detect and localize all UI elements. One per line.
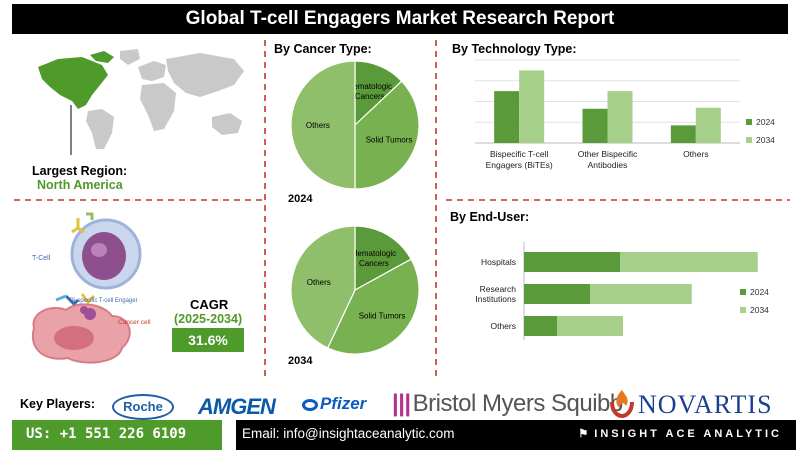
- legend-swatch-2024: [746, 119, 752, 125]
- tcell-label: T-Cell: [32, 255, 51, 262]
- cagr-value: 31.6%: [172, 328, 244, 352]
- footer-phone: US: +1 551 226 6109: [12, 420, 222, 450]
- north-america-shape: [38, 57, 108, 109]
- tech-bar-2024-2: [670, 125, 696, 143]
- tcell-shape: [70, 212, 142, 290]
- footer-brand: ⚑ INSIGHT ACE ANALYTIC: [578, 428, 782, 440]
- pie-chart-2034: Hematologic Cancers Solid Tumors Others: [290, 225, 420, 355]
- pie-label-solid-tumors: Solid Tumors: [359, 311, 406, 320]
- novartis-logo: NOVARTIS: [638, 390, 773, 419]
- cagr-title: CAGR: [190, 297, 229, 312]
- legend-label-2024: 2024: [756, 117, 775, 127]
- roche-logo: Roche: [112, 394, 174, 420]
- key-players-label: Key Players:: [20, 397, 96, 411]
- tech-bar-2034-1: [607, 91, 633, 143]
- engager-label: Bi-specific T-cell Engager: [70, 298, 138, 304]
- legend-label-2034: 2034: [750, 305, 769, 315]
- footer-email-bar: Email: info@insightaceanalytic.com ⚑ INSI…: [236, 420, 796, 450]
- pie-label-others: Others: [307, 278, 331, 287]
- pie-2034-year: 2034: [288, 355, 313, 367]
- pfizer-logo: Pfizer: [302, 394, 366, 414]
- brand-icon: ⚑: [578, 428, 589, 440]
- pie-label-solid-tumors: Solid Tumors: [366, 136, 413, 145]
- legend-label-2024: 2024: [750, 287, 769, 297]
- pfizer-mark-icon: [302, 398, 318, 411]
- end-user-title: By End-User:: [450, 210, 530, 224]
- enduser-category-label: Research Institutions: [475, 284, 516, 304]
- pie-chart-2024: Hematologic Cancers Solid Tumors Others: [290, 60, 420, 190]
- legend-swatch-2024: [740, 289, 746, 295]
- cancer-cell-shape: [31, 303, 131, 364]
- novartis-flame-icon: [608, 388, 636, 423]
- enduser-bar-2024-1: [524, 284, 590, 304]
- enduser-bar-2034-0: [620, 252, 758, 272]
- tech-bar-2024-1: [582, 108, 608, 143]
- pie-2024-year: 2024: [288, 193, 313, 205]
- tech-category-label: Bispecific T-cell Engagers (BiTEs): [486, 149, 553, 170]
- cancer-type-title: By Cancer Type:: [274, 42, 372, 56]
- technology-type-title: By Technology Type:: [452, 42, 577, 56]
- legend-label-2034: 2034: [756, 135, 775, 145]
- enduser-category-label: Hospitals: [481, 257, 516, 267]
- pie-slice-others: [290, 225, 356, 349]
- cagr-period: (2025-2034): [174, 312, 243, 326]
- tech-bar-2034-0: [519, 70, 545, 143]
- legend-swatch-2034: [740, 307, 746, 313]
- tcell-illustration: T-Cell Bi-specific T-cell Engager Cancer…: [31, 212, 151, 364]
- largest-region-value: North America: [37, 178, 123, 192]
- pie-slice-others: [290, 60, 356, 190]
- bms-mark-icon: |||: [392, 390, 411, 417]
- pie-slice-solid-tumors: [326, 258, 420, 355]
- enduser-bar-2024-0: [524, 252, 621, 272]
- world-map: [38, 49, 244, 155]
- pie-label-hematologic-cancers: Hematologic Cancers: [348, 82, 392, 101]
- enduser-bar-2024-2: [524, 316, 557, 336]
- pie-label-others: Others: [306, 121, 330, 130]
- cancer-cell-label: Cancer cell: [118, 319, 151, 326]
- enduser-category-label: Others: [490, 321, 516, 331]
- tech-category-label: Others: [683, 149, 709, 159]
- pie-label-hematologic-cancers: Hematologic Cancers: [352, 249, 396, 268]
- largest-region-label: Largest Region:: [32, 164, 128, 178]
- page-title: Global T-cell Engagers Market Research R…: [12, 4, 788, 34]
- amgen-logo: AMGEN: [198, 394, 276, 419]
- technology-bar-chart: Bispecific T-cell Engagers (BiTEs) Other B…: [475, 59, 775, 170]
- enduser-bar-2034-1: [590, 284, 692, 304]
- legend-swatch-2034: [746, 137, 752, 143]
- pie-slice-hematologic-cancers: [354, 225, 412, 292]
- enduser-bar-2034-2: [557, 316, 623, 336]
- bms-logo: |||Bristol Myers Squibb: [392, 390, 623, 417]
- end-user-bar-chart: Hospitals Research Institutions Others 2024 2…: [475, 242, 769, 340]
- tech-category-label: Other Bispecific Antibodies: [578, 149, 638, 170]
- tech-bar-2024-0: [494, 91, 520, 143]
- tech-bar-2034-2: [695, 107, 721, 143]
- footer-email: Email: info@insightaceanalytic.com: [242, 426, 455, 441]
- pie-slice-solid-tumors: [354, 80, 420, 190]
